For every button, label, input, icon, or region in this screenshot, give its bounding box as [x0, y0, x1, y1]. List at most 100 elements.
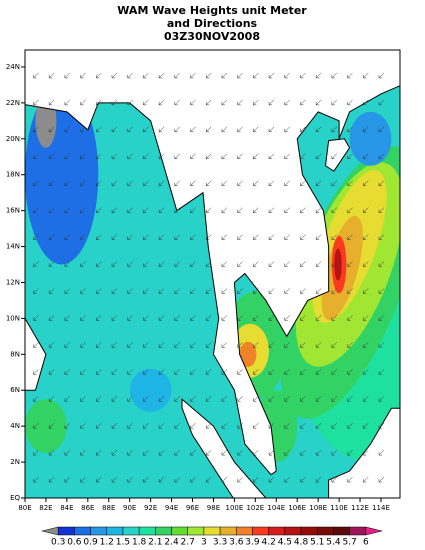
direction-arrow — [347, 180, 353, 186]
direction-arrow — [331, 315, 338, 321]
direction-arrow — [331, 261, 338, 267]
lat-tick-label: 2N — [10, 458, 20, 466]
direction-arrow — [190, 396, 196, 402]
direction-arrow — [48, 72, 55, 79]
direction-arrow — [174, 126, 180, 133]
direction-arrow — [205, 476, 212, 483]
direction-arrow — [221, 396, 228, 402]
direction-arrow — [221, 288, 228, 294]
direction-arrow — [378, 180, 385, 186]
lon-tick-label: 102E — [246, 504, 264, 512]
direction-arrow — [253, 342, 259, 348]
direction-arrow — [48, 207, 55, 213]
direction-arrow — [347, 72, 353, 79]
direction-arrow — [284, 315, 290, 321]
direction-arrow — [80, 261, 86, 267]
direction-arrow — [127, 180, 133, 186]
direction-arrow — [48, 315, 55, 321]
direction-arrow — [347, 99, 353, 106]
direction-arrow — [33, 315, 39, 321]
direction-arrow — [284, 396, 290, 402]
direction-arrow — [48, 180, 55, 186]
direction-arrow — [300, 449, 306, 456]
colorbar-swatch — [187, 526, 205, 536]
direction-arrow — [111, 234, 118, 240]
direction-arrow — [111, 261, 118, 267]
direction-arrow — [48, 234, 55, 240]
direction-arrow — [205, 99, 212, 106]
title-line: 03Z30NOV2008 — [164, 30, 260, 43]
direction-arrow — [237, 234, 243, 240]
direction-arrow — [237, 126, 243, 133]
direction-arrow — [205, 315, 212, 321]
direction-arrow — [268, 234, 275, 240]
title-line: WAM Wave Heights unit Meter — [117, 4, 307, 17]
direction-arrow — [363, 396, 369, 402]
lat-tick-label: 10N — [6, 314, 20, 322]
lon-tick-label: 98E — [207, 504, 220, 512]
direction-arrow — [190, 234, 196, 240]
direction-arrow — [127, 449, 133, 456]
direction-arrow — [96, 72, 102, 79]
colorbar-swatch — [349, 526, 367, 536]
direction-arrow — [64, 449, 71, 456]
lat-tick-label: 18N — [6, 171, 20, 179]
direction-arrow — [221, 342, 228, 348]
direction-arrow — [237, 476, 243, 483]
direction-arrow — [347, 396, 353, 402]
direction-arrow — [253, 422, 259, 429]
direction-arrow — [80, 153, 86, 160]
direction-arrow — [315, 261, 322, 267]
direction-arrow — [347, 234, 353, 240]
direction-arrow — [111, 99, 118, 106]
direction-arrow — [64, 396, 71, 402]
direction-arrow — [300, 342, 306, 348]
direction-arrow — [363, 207, 369, 213]
land — [324, 138, 351, 172]
direction-arrow — [127, 153, 133, 160]
direction-arrow — [111, 396, 118, 402]
direction-arrow — [158, 261, 165, 267]
direction-arrow — [378, 342, 385, 348]
direction-arrow — [127, 234, 133, 240]
direction-arrow — [174, 153, 180, 160]
colorbar-label: 4.5 — [278, 538, 292, 548]
direction-arrow — [221, 99, 228, 106]
direction-arrow — [111, 180, 118, 186]
direction-arrow — [205, 369, 212, 375]
direction-arrow — [174, 261, 180, 267]
direction-arrow — [268, 261, 275, 267]
direction-arrow — [347, 369, 353, 375]
direction-arrow — [315, 234, 322, 240]
colorbar-swatch — [284, 526, 302, 536]
colorbar-label: 6 — [363, 538, 369, 548]
direction-arrow — [33, 449, 39, 456]
direction-arrow — [64, 207, 71, 213]
direction-arrow — [64, 180, 71, 186]
direction-arrow — [96, 315, 102, 321]
direction-arrow — [174, 449, 180, 456]
direction-arrow — [96, 126, 102, 133]
direction-arrow — [127, 261, 133, 267]
direction-arrow — [253, 449, 259, 456]
lat-tick-label: 16N — [6, 207, 20, 215]
direction-arrow — [315, 180, 322, 186]
direction-arrow — [378, 126, 385, 133]
wave-area — [349, 111, 392, 166]
direction-arrow — [347, 315, 353, 321]
lon-tick-label: 94E — [165, 504, 178, 512]
direction-arrow — [284, 476, 290, 483]
direction-arrow — [300, 153, 306, 160]
direction-arrow — [331, 476, 338, 483]
direction-arrow — [363, 261, 369, 267]
colorbar-swatch — [74, 526, 91, 536]
direction-arrow — [363, 369, 369, 375]
direction-arrow — [33, 234, 39, 240]
direction-arrow — [33, 153, 39, 160]
direction-arrow — [111, 288, 118, 294]
direction-arrow — [190, 126, 196, 133]
direction-arrow — [96, 180, 102, 186]
direction-arrow — [347, 476, 353, 483]
direction-arrow — [190, 180, 196, 186]
direction-arrow — [96, 288, 102, 294]
